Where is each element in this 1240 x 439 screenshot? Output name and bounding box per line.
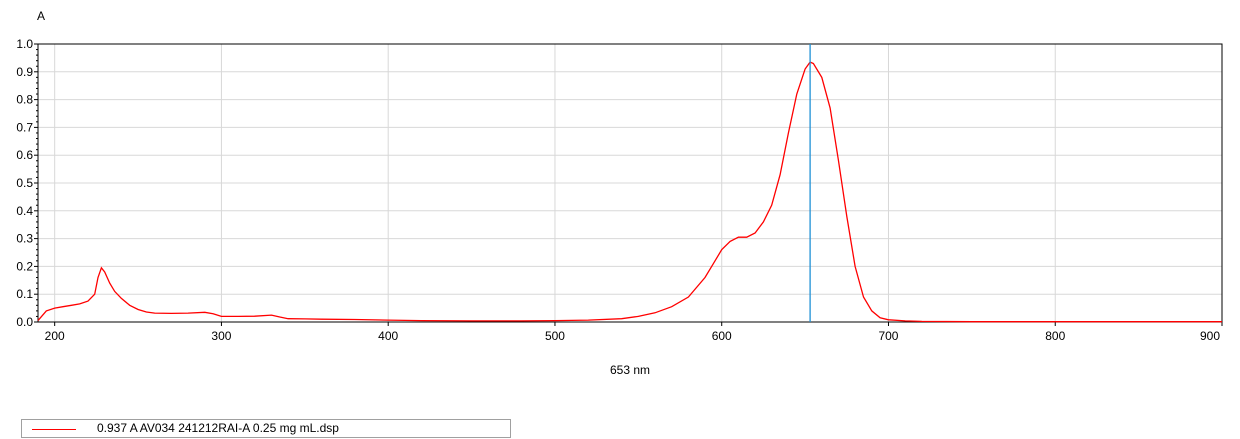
y-tick-label: 0.3 bbox=[16, 232, 33, 246]
y-axis-title: A bbox=[37, 9, 45, 23]
series-line-spectrum bbox=[37, 61, 1222, 323]
y-tick-label: 0.7 bbox=[16, 120, 33, 134]
y-tick-label: 1.0 bbox=[16, 37, 33, 51]
y-tick-label: 0.0 bbox=[16, 315, 33, 329]
legend-swatch bbox=[32, 429, 76, 430]
x-tick-label: 300 bbox=[211, 329, 231, 343]
x-tick-label: 700 bbox=[878, 329, 898, 343]
x-axis-ticks: 200 300 400 500 600 700 800 900 bbox=[45, 322, 1223, 343]
y-tick-label: 0.4 bbox=[16, 204, 33, 218]
y-tick-label: 0.8 bbox=[16, 93, 33, 107]
x-tick-label: 900 bbox=[1200, 329, 1220, 343]
plot-frame bbox=[37, 43, 1223, 323]
x-axis-title: 653 nm bbox=[610, 363, 650, 377]
legend: 0.937 A AV034 241212RAI-A 0.25 mg mL.dsp bbox=[21, 419, 511, 438]
legend-entry-label: 0.937 A AV034 241212RAI-A 0.25 mg mL.dsp bbox=[97, 421, 339, 435]
x-tick-label: 500 bbox=[545, 329, 565, 343]
x-tick-label: 600 bbox=[712, 329, 732, 343]
x-tick-label: 200 bbox=[45, 329, 65, 343]
y-tick-label: 0.6 bbox=[16, 148, 33, 162]
x-tick-label: 400 bbox=[378, 329, 398, 343]
grid bbox=[38, 44, 1222, 322]
y-tick-label: 0.5 bbox=[16, 176, 33, 190]
y-tick-label: 0.2 bbox=[16, 259, 33, 273]
y-axis-ticks: 0.0 0.1 0.2 0.3 0.4 0.5 0.6 0.7 0.8 0.9 1.0 bbox=[16, 37, 38, 329]
x-tick-label: 800 bbox=[1045, 329, 1065, 343]
y-tick-label: 0.1 bbox=[16, 287, 33, 301]
y-tick-label: 0.9 bbox=[16, 65, 33, 79]
